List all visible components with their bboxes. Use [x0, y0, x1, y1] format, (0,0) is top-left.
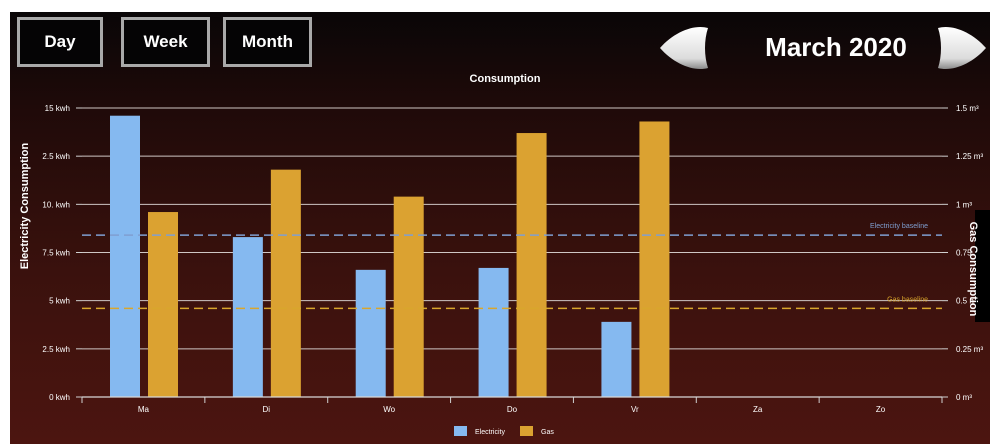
previous-month-button[interactable]: [656, 20, 712, 76]
x-tick-label: Wo: [383, 405, 395, 414]
y-tick-label-left: 0 kwh: [49, 393, 70, 402]
y-tick-label-left: 15 kwh: [45, 104, 70, 113]
x-tick-label: Do: [507, 405, 518, 414]
y-tick-label-right: 1.25 m³: [956, 152, 983, 161]
y-tick-label-left: 5 kwh: [49, 297, 70, 306]
y-tick-label-right: 0 m³: [956, 393, 972, 402]
y-tick-label-right: 0.5 n: [956, 297, 974, 306]
month-button[interactable]: Month: [223, 17, 312, 67]
bar-gas: [639, 121, 670, 397]
x-tick-label: Di: [263, 405, 271, 414]
bar-electricity: [110, 115, 140, 397]
period-label: March 2020: [765, 32, 907, 62]
legend-label-gas: Gas: [541, 429, 554, 436]
chevron-right-icon: [938, 26, 986, 70]
bar-gas: [516, 133, 547, 397]
legend-label-electricity: Electricity: [475, 429, 505, 436]
bar-electricity: [478, 267, 509, 397]
x-tick-label: Zo: [876, 405, 886, 414]
week-button[interactable]: Week: [121, 17, 210, 67]
bar-gas: [148, 212, 178, 397]
y-tick-label-left: 2.5 kwh: [42, 152, 70, 161]
next-month-button[interactable]: [934, 20, 990, 76]
bar-electricity: [601, 321, 632, 397]
x-tick-label: Vr: [631, 405, 639, 414]
bar-chart: 0 kwh 2.5 kwh 5 kwh 7.5 kwh 10. kwh 2.5 kwh 15…: [42, 104, 983, 436]
y-tick-label-left: 10. kwh: [42, 200, 70, 209]
day-button[interactable]: Day: [17, 17, 103, 67]
y-axis-label-right-background: [975, 210, 990, 322]
legend-swatch-gas: [520, 426, 533, 436]
y-tick-label-left: 2.5 kwh: [42, 345, 70, 354]
y-tick-label-right: 1.5 m³: [956, 104, 979, 113]
bar-gas: [393, 196, 424, 397]
chevron-left-icon: [660, 26, 708, 70]
x-tick-label: Ma: [138, 405, 150, 414]
bar-electricity: [232, 237, 263, 397]
bar-electricity: [355, 269, 386, 397]
electricity-baseline-label: Electricity baseline: [870, 223, 928, 230]
y-tick-label-right: 0.75: [956, 249, 972, 258]
y-tick-label-left: 7.5 kwh: [42, 249, 70, 258]
legend-swatch-electricity: [454, 426, 467, 436]
bar-gas: [270, 169, 301, 397]
x-tick-label: Za: [753, 405, 763, 414]
chart-panel: Day Week Month March 2020 Consumption El…: [10, 12, 990, 444]
gas-baseline-label: Gas baseline: [887, 296, 928, 303]
y-tick-label-right: 0.25 m³: [956, 345, 983, 354]
y-tick-label-right: 1 m³: [956, 200, 972, 209]
chart-title: Consumption: [469, 73, 541, 85]
